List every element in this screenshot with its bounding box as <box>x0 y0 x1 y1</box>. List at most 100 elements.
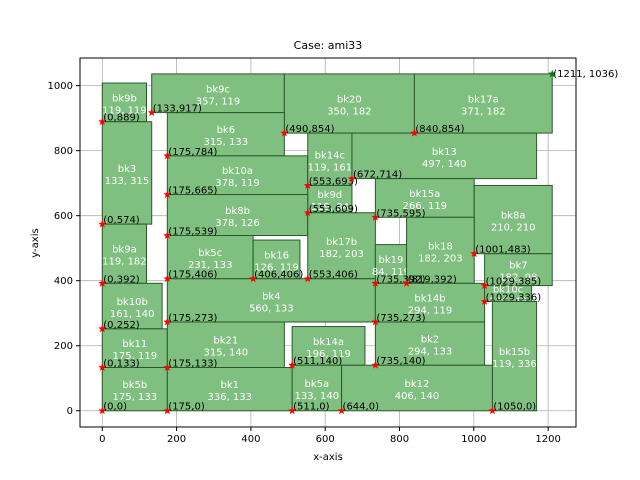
block-name-label: bk5b <box>122 380 147 391</box>
x-tick-label: 400 <box>241 434 260 445</box>
point-label: (490,854) <box>285 124 334 135</box>
point-label: (1029,336) <box>486 293 542 304</box>
block-dims-label: 182, 98 <box>499 273 537 284</box>
point-marker <box>470 249 479 258</box>
x-axis-label: x-axis <box>313 452 343 463</box>
point-label: (735,273) <box>376 313 425 324</box>
point-label: (175,539) <box>168 227 217 238</box>
point-marker <box>371 279 380 287</box>
block-dims-label: 119, 182 <box>102 257 147 268</box>
point-marker <box>488 406 497 415</box>
block-rect <box>101 223 148 284</box>
corner-point-label: (1211, 1036) <box>553 69 618 80</box>
block-dims-label: 371, 182 <box>461 107 506 118</box>
point-marker <box>163 151 172 160</box>
block-dims-label: 182, 203 <box>319 249 364 260</box>
point-label: (511,0) <box>293 402 330 413</box>
x-tick-label: 800 <box>390 434 409 445</box>
point-marker <box>288 406 297 415</box>
block-name-label: bk3 <box>118 164 137 175</box>
point-marker <box>371 213 380 221</box>
block-dims-label: 210, 210 <box>491 223 536 234</box>
point-label: (175,273) <box>168 313 217 324</box>
block-dims-label: 161, 140 <box>110 309 155 320</box>
block-dims-label: 315, 140 <box>204 348 249 359</box>
block-rect <box>166 278 376 323</box>
point-label: (0,0) <box>103 402 127 413</box>
point-marker <box>280 128 289 137</box>
point-label: (735,140) <box>376 356 425 367</box>
point-marker <box>98 363 107 371</box>
point-marker <box>410 128 419 137</box>
block-name-label: bk14b <box>414 294 445 305</box>
block-dims-label: 84, 119 <box>372 267 410 278</box>
x-tick-label: 1200 <box>535 434 560 445</box>
block-rect <box>252 239 301 280</box>
y-tick-label: 0 <box>67 406 73 417</box>
point-label: (175,406) <box>168 270 217 281</box>
block-name-label: bk8b <box>225 206 250 217</box>
point-label: (735,392) <box>376 274 425 285</box>
block-name-label: bk5c <box>198 248 222 259</box>
point-label: (672,714) <box>353 170 402 181</box>
point-marker <box>163 274 172 283</box>
y-axis-label: y-axis <box>30 228 41 257</box>
block-name-label: bk2 <box>421 335 440 346</box>
x-tick-label: 1000 <box>461 434 486 445</box>
point-label: (175,133) <box>168 359 217 370</box>
point-marker <box>347 174 356 183</box>
block-rect <box>374 282 486 323</box>
block-rect <box>374 321 486 366</box>
point-label: (1050,0) <box>493 402 536 413</box>
point-marker <box>303 274 312 283</box>
point-label: (1029,385) <box>486 277 542 288</box>
block-name-label: bk15b <box>499 347 530 358</box>
point-marker <box>163 317 172 326</box>
block-dims-label: 119, 84 <box>311 202 349 213</box>
point-marker <box>402 279 411 287</box>
point-marker <box>98 219 107 228</box>
point-label: (175,784) <box>168 147 217 158</box>
block-dims-label: 378, 126 <box>215 218 260 229</box>
block-rect <box>413 73 553 134</box>
block-rect <box>166 367 293 412</box>
block-dims-label: 196, 119 <box>306 349 351 360</box>
point-marker <box>371 361 380 369</box>
point-marker <box>98 117 107 126</box>
block-name-label: bk5a <box>305 379 330 390</box>
point-marker <box>163 406 172 415</box>
point-marker <box>288 361 297 369</box>
point-marker <box>371 317 380 326</box>
y-tick-label: 400 <box>54 276 73 287</box>
block-rect <box>166 321 285 369</box>
block-dims-label: 119, 336 <box>492 359 537 370</box>
block-dims-label: 357, 119 <box>196 96 241 107</box>
block-name-label: bk20 <box>337 95 362 106</box>
y-tick-label: 200 <box>54 341 73 352</box>
block-rect <box>166 112 285 157</box>
point-label: (133,917) <box>153 104 202 115</box>
point-marker <box>147 108 156 117</box>
point-marker <box>337 406 346 415</box>
block-name-label: bk17b <box>326 237 357 248</box>
point-marker <box>303 181 312 189</box>
block-dims-label: 315, 133 <box>204 137 249 148</box>
block-name-label: bk10a <box>222 166 253 177</box>
block-rect <box>166 235 254 280</box>
block-dims-label: 231, 133 <box>188 260 233 271</box>
block-rect <box>101 328 168 369</box>
point-label: (553,406) <box>309 270 358 281</box>
point-label: (553,609) <box>309 204 358 215</box>
x-tick-label: 0 <box>99 434 105 445</box>
point-label: (840,854) <box>415 124 464 135</box>
markers-layer: (0,0) (175,0) (511,0) (644,0) (1050,0) (0,133… <box>98 69 618 415</box>
